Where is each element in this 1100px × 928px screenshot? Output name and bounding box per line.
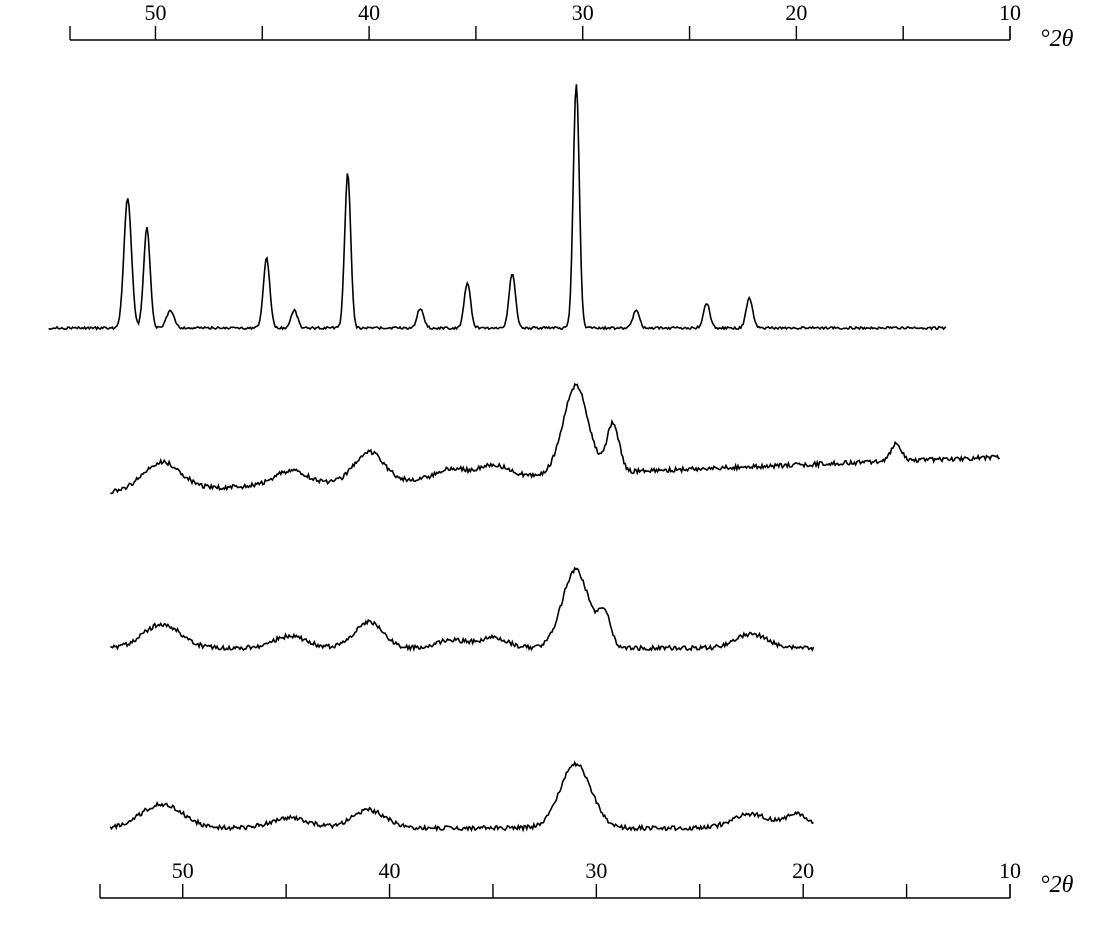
svg-text:10: 10 xyxy=(999,0,1021,25)
plot-svg: 50 40 30 20 10 50 40 30 20 10 xyxy=(0,0,1100,928)
svg-text:30: 30 xyxy=(585,858,607,883)
svg-text:30: 30 xyxy=(572,0,594,25)
svg-text:20: 20 xyxy=(792,858,814,883)
svg-text:10: 10 xyxy=(999,858,1021,883)
trace1-sharp xyxy=(49,84,946,329)
trace3-broad xyxy=(110,568,813,650)
svg-text:20: 20 xyxy=(785,0,807,25)
trace4-broad xyxy=(110,763,813,831)
svg-text:50: 50 xyxy=(144,0,166,25)
svg-text:50: 50 xyxy=(172,858,194,883)
xrd-figure: 50 40 30 20 10 50 40 30 20 10 °2θ °2θ xyxy=(0,0,1100,928)
svg-text:40: 40 xyxy=(379,858,401,883)
bottom-axis-label: °2θ xyxy=(1040,872,1073,899)
svg-text:40: 40 xyxy=(358,0,380,25)
trace2-broad xyxy=(110,384,999,493)
top-axis-label: °2θ xyxy=(1040,26,1073,53)
